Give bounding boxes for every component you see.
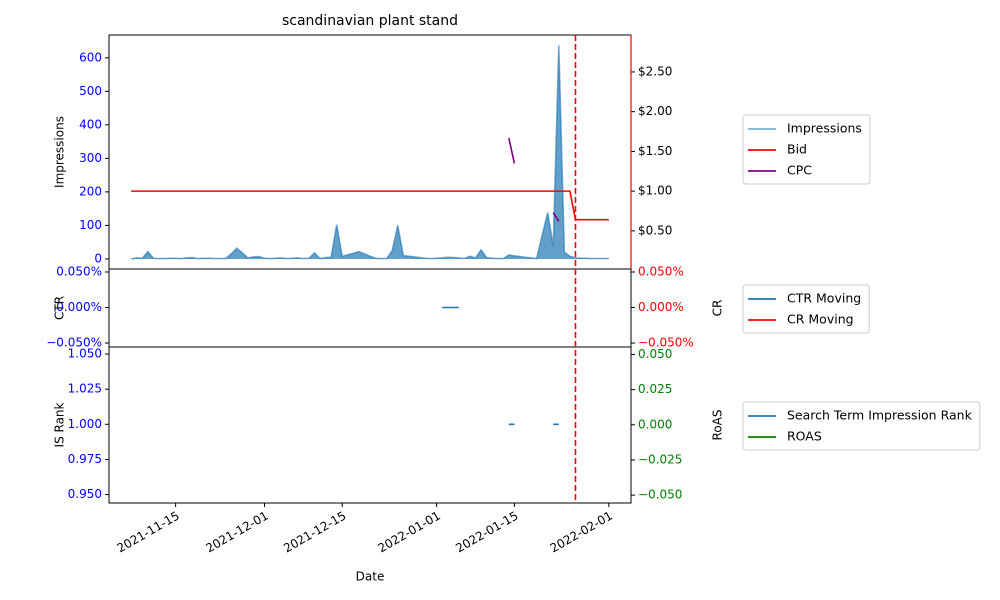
y-axis-label: Impressions bbox=[53, 116, 67, 188]
tick-label: 0.025 bbox=[638, 382, 672, 396]
y-axis-label: CTR bbox=[53, 296, 67, 320]
tick-label: 0.000 bbox=[638, 417, 672, 431]
x-tick-label: 2022-01-15 bbox=[453, 509, 520, 556]
tick-label: 100 bbox=[79, 218, 102, 232]
tick-label: 0.050% bbox=[638, 264, 684, 278]
tick-label: −0.050% bbox=[46, 336, 102, 350]
area bbox=[131, 45, 609, 259]
series-line bbox=[508, 137, 560, 222]
tick-label: $1.50 bbox=[638, 144, 672, 158]
tick-label: $0.50 bbox=[638, 223, 672, 237]
tick-label: 0.050% bbox=[56, 264, 102, 278]
x-tick-label: 2021-12-15 bbox=[281, 509, 348, 556]
tick-label: 0.000% bbox=[638, 300, 684, 314]
x-tick-label: 2021-12-01 bbox=[203, 509, 270, 556]
tick-label: 0 bbox=[94, 251, 102, 265]
plot-frame bbox=[108, 346, 632, 504]
tick-label: 1.000 bbox=[68, 417, 102, 431]
tick-label: 0.950 bbox=[68, 487, 102, 501]
tick-label: −0.025 bbox=[638, 452, 682, 466]
legend-label: Impressions bbox=[787, 121, 862, 136]
tick-label: $2.50 bbox=[638, 64, 672, 78]
legend-box bbox=[742, 284, 870, 334]
tick-label: $2.00 bbox=[638, 104, 672, 118]
legend-label: ROAS bbox=[787, 429, 822, 444]
legend-box bbox=[742, 114, 871, 185]
legend-label: Bid bbox=[787, 142, 807, 157]
plot-frame bbox=[108, 34, 632, 270]
legend-label: CTR Moving bbox=[787, 291, 861, 306]
tick-label: −0.050% bbox=[638, 336, 694, 350]
tick-label: 400 bbox=[79, 117, 102, 131]
x-tick-label: 2021-11-15 bbox=[114, 509, 181, 556]
legend-box bbox=[742, 401, 981, 451]
x-tick-label: 2022-02-01 bbox=[548, 509, 615, 556]
tick-label: 0.050 bbox=[638, 347, 672, 361]
legend: Impressions Bid CPC bbox=[742, 114, 871, 185]
y2-axis-label: RoAS bbox=[711, 410, 725, 441]
tick-label: 500 bbox=[79, 84, 102, 98]
tick-label: 1.050 bbox=[68, 347, 102, 361]
legend-label: CR Moving bbox=[787, 312, 854, 327]
tick-label: 1.025 bbox=[68, 382, 102, 396]
tick-label: 200 bbox=[79, 184, 102, 198]
tick-label: 600 bbox=[79, 50, 102, 64]
y-axis-label: IS Rank bbox=[53, 402, 67, 447]
y2-axis-label: CR bbox=[711, 300, 725, 317]
series-line bbox=[131, 45, 609, 260]
x-tick-label: 2022-01-01 bbox=[375, 509, 442, 556]
legend: Search Term Impression Rank ROAS bbox=[742, 401, 981, 451]
tick-label: 300 bbox=[79, 151, 102, 165]
tick-label: 0.000% bbox=[56, 300, 102, 314]
legend-label: Search Term Impression Rank bbox=[787, 408, 973, 423]
plot-frame bbox=[108, 268, 632, 348]
tick-label: $1.00 bbox=[638, 184, 672, 198]
legend-label: CPC bbox=[787, 163, 812, 178]
tick-label: 0.975 bbox=[68, 452, 102, 466]
legend: CTR Moving CR Moving bbox=[742, 284, 870, 334]
chart-title: scandinavian plant stand bbox=[282, 13, 458, 29]
series-line bbox=[131, 190, 609, 221]
tick-label: −0.050 bbox=[638, 488, 682, 502]
x-axis-label: Date bbox=[356, 570, 385, 584]
